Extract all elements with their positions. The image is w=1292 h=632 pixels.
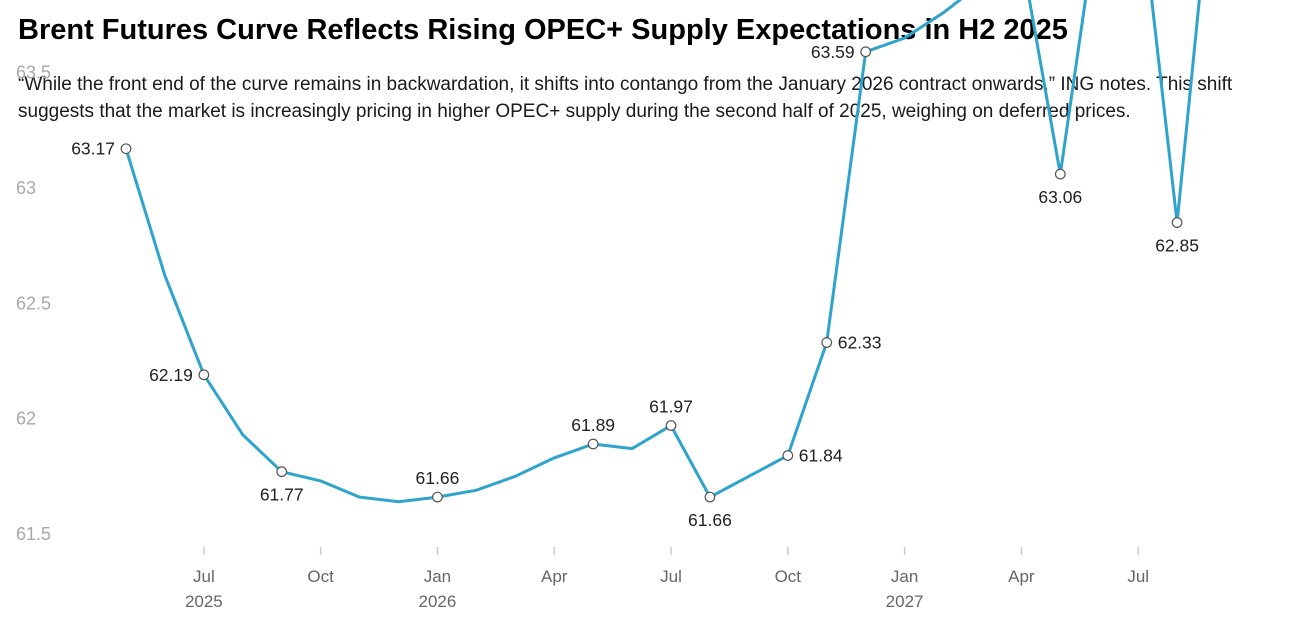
data-label: 61.84: [799, 446, 843, 466]
data-label: 61.97: [649, 397, 693, 417]
data-point-marker: [821, 337, 833, 348]
data-label-group: 63.17 62.19 61.77 61.66 61.89 61.97 61.66 61.84…: [71, 42, 1199, 530]
x-tick-label: Jan: [891, 567, 918, 586]
data-label: 62.33: [838, 333, 882, 353]
data-point-marker: [432, 491, 443, 503]
data-point-marker: [782, 450, 794, 461]
marker-group: [120, 46, 1183, 503]
y-tick-label: 63: [16, 178, 36, 198]
y-tick-label: 63.5: [16, 63, 51, 83]
data-point-marker: [665, 420, 677, 431]
x-tick-label: Jan: [424, 567, 451, 586]
data-label: 61.66: [688, 510, 732, 530]
x-axis: Jul 2025 Oct Jan 2026 Apr Jul Oct Jan 2027 Apr Jul: [185, 547, 1149, 611]
data-point-marker: [860, 46, 872, 58]
data-point-marker: [1171, 217, 1183, 228]
x-tick-label: Oct: [307, 567, 334, 586]
x-tick-label: Jul: [193, 567, 215, 586]
data-label: 62.85: [1155, 236, 1199, 256]
data-point-marker: [587, 438, 599, 450]
data-label: 63.06: [1038, 187, 1082, 207]
y-tick-label: 62.5: [16, 293, 51, 313]
y-tick-label: 61.5: [16, 524, 51, 544]
data-point-marker: [1054, 168, 1066, 180]
x-tick-label: Apr: [541, 567, 568, 586]
x-tick-label: Jul: [660, 567, 682, 586]
x-tick-year-label: 2025: [185, 592, 223, 611]
data-point-marker: [120, 143, 132, 155]
y-tick-label: 62: [16, 409, 36, 429]
x-tick-label: Jul: [1127, 567, 1149, 586]
x-tick-year-label: 2027: [886, 592, 924, 611]
data-label: 63.59: [811, 42, 855, 62]
data-label: 62.19: [149, 365, 193, 385]
x-tick-label: Apr: [1008, 567, 1035, 586]
data-label: 61.66: [416, 468, 460, 488]
data-point-marker: [276, 466, 288, 478]
data-label: 63.17: [71, 139, 115, 159]
data-label: 61.89: [571, 415, 615, 435]
data-point-marker: [704, 491, 716, 503]
data-point-marker: [198, 369, 210, 381]
x-tick-year-label: 2026: [419, 592, 457, 611]
x-tick-label: Oct: [775, 567, 802, 586]
chart-subtitle: “While the front end of the curve remain…: [18, 74, 1233, 122]
data-label: 61.77: [260, 485, 304, 505]
